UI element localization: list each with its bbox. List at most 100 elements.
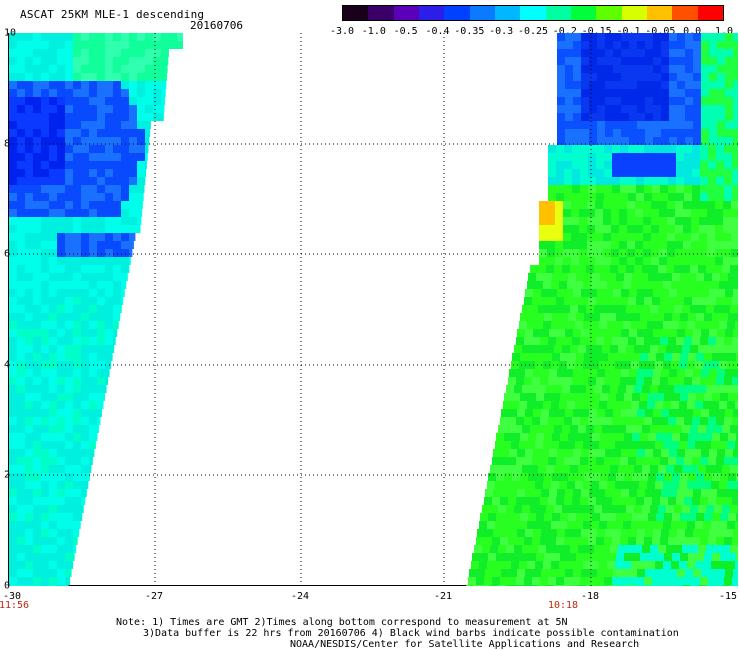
- swath-cell: [73, 553, 75, 561]
- swath-cell: [121, 241, 129, 249]
- swath-cell: [691, 233, 699, 241]
- swath-cell: [700, 153, 708, 161]
- swath-cell: [667, 209, 675, 217]
- swath-cell: [9, 377, 17, 385]
- swath-cell: [565, 33, 573, 41]
- swath-cell: [514, 385, 522, 393]
- swath-cell: [572, 337, 580, 345]
- swath-cell: [677, 41, 685, 49]
- swath-cell: [562, 465, 570, 473]
- swath-cell: [637, 33, 645, 41]
- swath-cell: [121, 201, 129, 209]
- swath-cell: [672, 513, 680, 521]
- swath-cell: [105, 113, 113, 121]
- swath-cell: [716, 153, 724, 161]
- swath-cell: [57, 569, 65, 577]
- swath-cell: [546, 265, 554, 273]
- swath-cell: [493, 489, 501, 497]
- swath-cell: [65, 49, 73, 57]
- swath-cell: [685, 41, 693, 49]
- swath-cell: [637, 89, 645, 97]
- swath-cell: [33, 537, 41, 545]
- x-tick-minus24: -24: [290, 591, 310, 602]
- swath-cell: [73, 201, 81, 209]
- swath-cell: [57, 481, 65, 489]
- swath-cell: [41, 201, 49, 209]
- swath-cell: [679, 521, 687, 529]
- swath-cell: [89, 145, 97, 153]
- swath-cell: [700, 417, 708, 425]
- swath-cell: [562, 345, 570, 353]
- swath-cell: [555, 225, 563, 233]
- swath-cell: [543, 481, 551, 489]
- swath-cell: [699, 201, 707, 209]
- swath-cell: [639, 401, 647, 409]
- swath-cell: [732, 457, 738, 465]
- swath-cell: [41, 553, 49, 561]
- swath-cell: [562, 505, 570, 513]
- swath-cell: [97, 145, 105, 153]
- swath-cell: [520, 313, 528, 321]
- swath-cell: [9, 185, 17, 193]
- swath-cell: [57, 401, 65, 409]
- swath-cell: [733, 569, 738, 577]
- swath-cell: [145, 33, 153, 41]
- swath-cell: [568, 513, 576, 521]
- swath-cell: [596, 537, 604, 545]
- colorbar-label: -0.2: [552, 26, 577, 37]
- swath-cell: [733, 489, 738, 497]
- swath-cell: [41, 441, 49, 449]
- swath-cell: [621, 41, 629, 49]
- swath-cell: [580, 297, 588, 305]
- swath-cell: [57, 377, 65, 385]
- swath-cell: [664, 393, 672, 401]
- swath-cell: [636, 153, 644, 161]
- swath-cell: [49, 313, 57, 321]
- swath-cell: [495, 521, 503, 529]
- swath-cell: [589, 129, 597, 137]
- swath-cell: [97, 113, 105, 121]
- swath-cell: [700, 537, 708, 545]
- swath-cell: [575, 321, 583, 329]
- swath-cell: [17, 321, 25, 329]
- swath-cell: [700, 577, 708, 585]
- swath-cell: [488, 553, 496, 561]
- swath-cell: [581, 129, 589, 137]
- swath-cell: [647, 561, 655, 569]
- swath-cell: [695, 521, 703, 529]
- swath-cell: [503, 521, 511, 529]
- swath-cell: [17, 57, 25, 65]
- swath-cell: [623, 441, 631, 449]
- swath-cell: [535, 321, 543, 329]
- swath-cell: [669, 289, 677, 297]
- swath-cell: [17, 441, 25, 449]
- swath-cell: [81, 449, 89, 457]
- swath-cell: [642, 585, 650, 586]
- swath-cell: [137, 153, 145, 161]
- swath-cell: [661, 449, 669, 457]
- swath-cell: [728, 273, 736, 281]
- swath-cell: [629, 105, 637, 113]
- swath-cell: [725, 113, 733, 121]
- swath-cell: [732, 169, 738, 177]
- swath-cell: [525, 489, 533, 497]
- swath-cell: [153, 73, 161, 81]
- swath-cell: [693, 33, 701, 41]
- swath-cell: [25, 177, 33, 185]
- swath-cell: [73, 153, 81, 161]
- swath-cell: [17, 113, 25, 121]
- swath-cell: [586, 465, 594, 473]
- swath-cell: [652, 337, 660, 345]
- swath-cell: [65, 505, 73, 513]
- swath-cell: [576, 313, 584, 321]
- swath-cell: [57, 185, 65, 193]
- swath-cell: [560, 513, 568, 521]
- swath-cell: [632, 273, 640, 281]
- swath-cell: [621, 569, 629, 577]
- swath-cell: [25, 425, 33, 433]
- swath-cell: [41, 161, 49, 169]
- swath-cell: [41, 561, 49, 569]
- swath-cell: [490, 545, 498, 553]
- swath-cell: [81, 457, 89, 465]
- swath-cell: [105, 97, 113, 105]
